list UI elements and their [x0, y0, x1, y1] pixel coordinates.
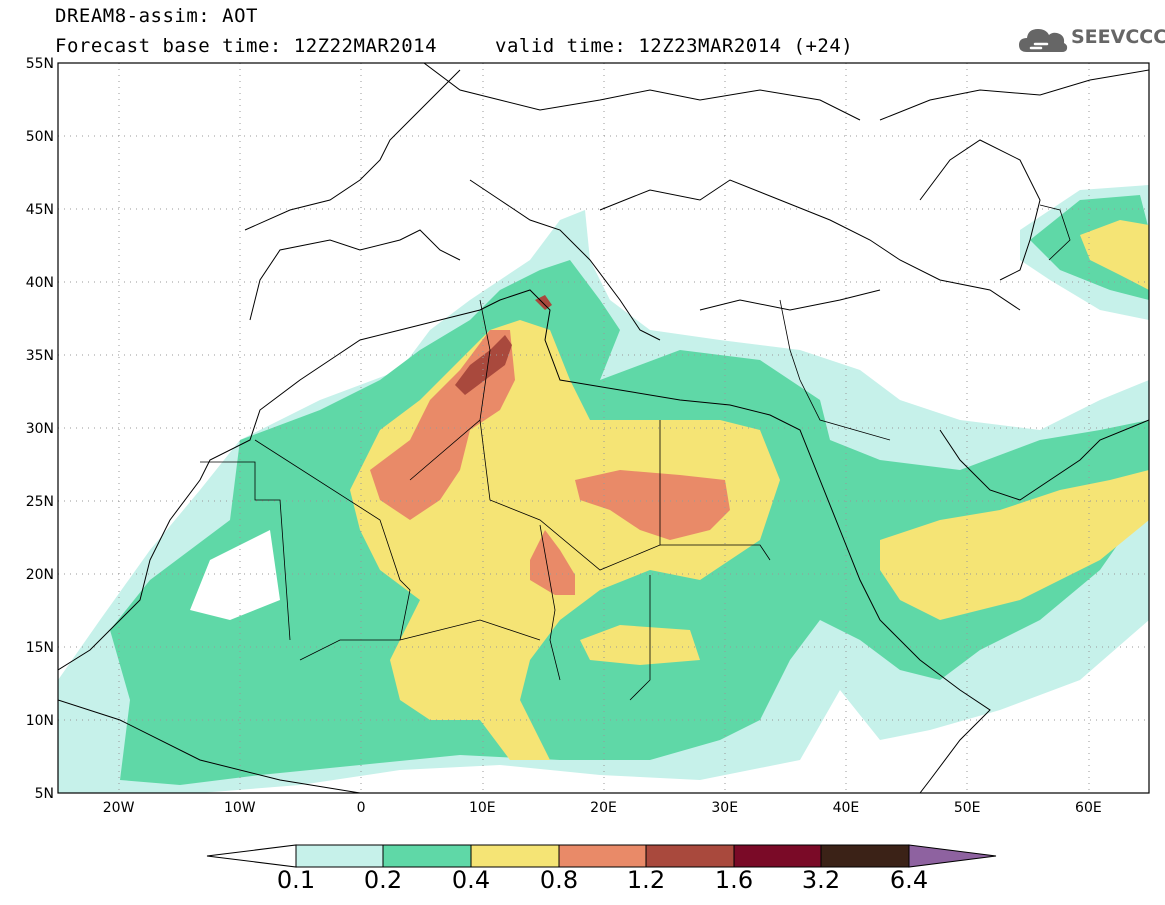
colorbar-label: 0.4: [451, 866, 491, 894]
longitude-label: 20W: [103, 800, 135, 816]
colorbar-label: 1.6: [714, 866, 754, 894]
latitude-label: 10N: [26, 713, 54, 729]
latitude-label: 50N: [26, 129, 54, 145]
seevccc-logo: SEEVCCC: [1017, 24, 1165, 56]
longitude-labels: 20W 10W 0 10E 20E 30E 40E 50E 60E: [103, 800, 1102, 816]
latitude-label: 30N: [26, 421, 54, 437]
longitude-label: 10W: [224, 800, 256, 816]
longitude-label: 10E: [469, 800, 496, 816]
colorbar-label: 1.2: [626, 866, 666, 894]
time-info: Forecast base time: 12Z22MAR2014 valid ti…: [55, 36, 853, 56]
colorbar-label: 0.8: [539, 866, 579, 894]
map-frame: [57, 62, 1150, 794]
latitude-label: 40N: [26, 275, 54, 291]
colorbar-high-arrow: [908, 844, 997, 868]
colorbar-bin-5: [645, 844, 735, 868]
coastlines: [58, 63, 1149, 793]
latitude-label: 45N: [26, 202, 54, 218]
latitude-label: 15N: [26, 640, 54, 656]
chart-title: DREAM8-assim: AOT: [55, 5, 258, 27]
longitude-label: 20E: [590, 800, 617, 816]
latitude-label: 5N: [35, 786, 54, 802]
longitude-label: 30E: [711, 800, 738, 816]
colorbar-bin-7: [820, 844, 910, 868]
base-time: Forecast base time: 12Z22MAR2014: [55, 35, 438, 57]
borders: [200, 204, 1071, 701]
cloud-icon: [1019, 29, 1068, 52]
valid-time: valid time: 12Z23MAR2014 (+24): [495, 35, 854, 57]
longitude-label: 50E: [954, 800, 981, 816]
colorbar-label: 0.2: [363, 866, 403, 894]
longitude-label: 40E: [833, 800, 860, 816]
colorbar-bin-2: [382, 844, 472, 868]
colorbar-label: 3.2: [801, 866, 841, 894]
colorbar-low-arrow: [206, 844, 297, 868]
colorbar-bin-1: [295, 844, 384, 868]
colorbar: [206, 844, 997, 868]
longitude-label: 60E: [1075, 800, 1102, 816]
longitude-label: 0: [357, 800, 366, 816]
latitude-label: 20N: [26, 567, 54, 583]
latitude-label: 25N: [26, 494, 54, 510]
colorbar-label: 0.1: [276, 866, 316, 894]
latitude-labels: 55N 50N 45N 40N 35N 30N 25N 20N 15N 10N 5N: [26, 56, 54, 802]
colorbar-bin-4: [558, 844, 647, 868]
colorbar-bin-6: [733, 844, 822, 868]
colorbar-bin-3: [470, 844, 560, 868]
logo-text: SEEVCCC: [1071, 26, 1165, 48]
latitude-label: 55N: [26, 56, 54, 72]
colorbar-label: 6.4: [889, 866, 929, 894]
latitude-label: 35N: [26, 348, 54, 364]
